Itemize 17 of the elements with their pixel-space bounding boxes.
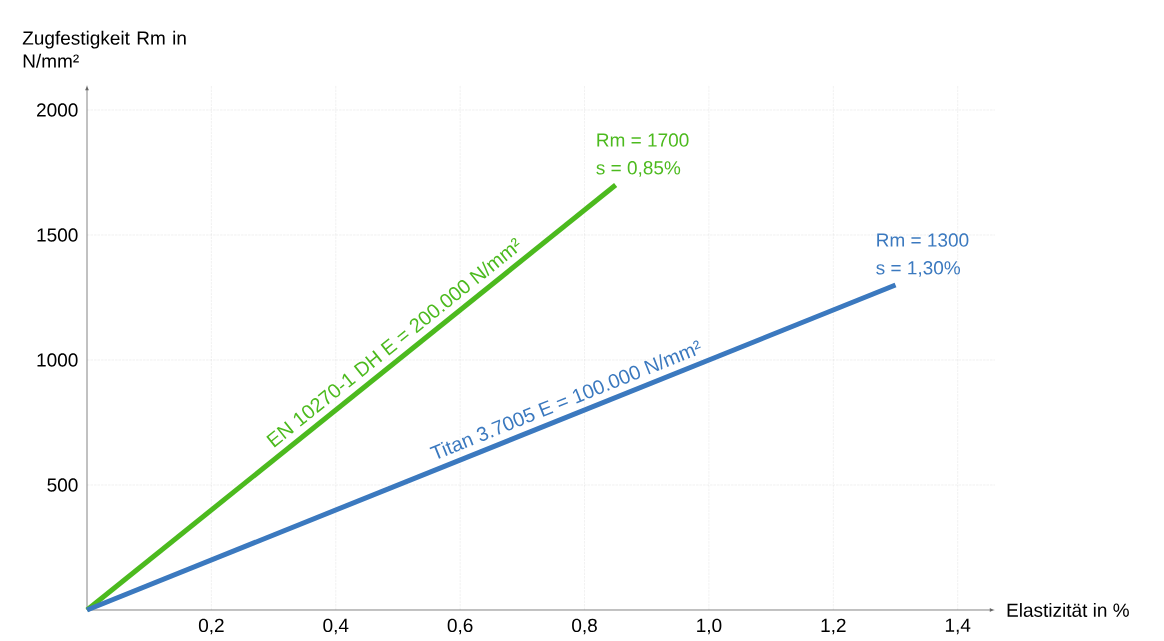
y-tick-label: 1000: [37, 353, 78, 367]
x-tick-label: 0,4: [323, 618, 349, 635]
x-tick-label: 0,2: [198, 618, 224, 635]
x-tick-label: 1,4: [945, 618, 971, 635]
y-axis-title: Zugfestigkeit Rm in N/mm²: [22, 30, 186, 68]
y-tick-label: 500: [47, 478, 78, 492]
y-tick-label: 1500: [37, 228, 78, 242]
x-tick-label: 0,8: [572, 618, 597, 635]
y-tick-label: 2000: [37, 103, 78, 117]
annotation: s = 0,85%: [596, 161, 681, 177]
annotation: Rm = 1700: [597, 133, 689, 147]
annotation: s = 1,30%: [876, 261, 961, 277]
annotation: Rm = 1300: [877, 233, 969, 247]
x-tick-label: 1,2: [821, 618, 846, 635]
x-axis-title: Elastizität in %: [1007, 603, 1129, 618]
x-tick-label: 1,0: [697, 618, 722, 635]
x-tick-label: 0,6: [447, 618, 473, 635]
